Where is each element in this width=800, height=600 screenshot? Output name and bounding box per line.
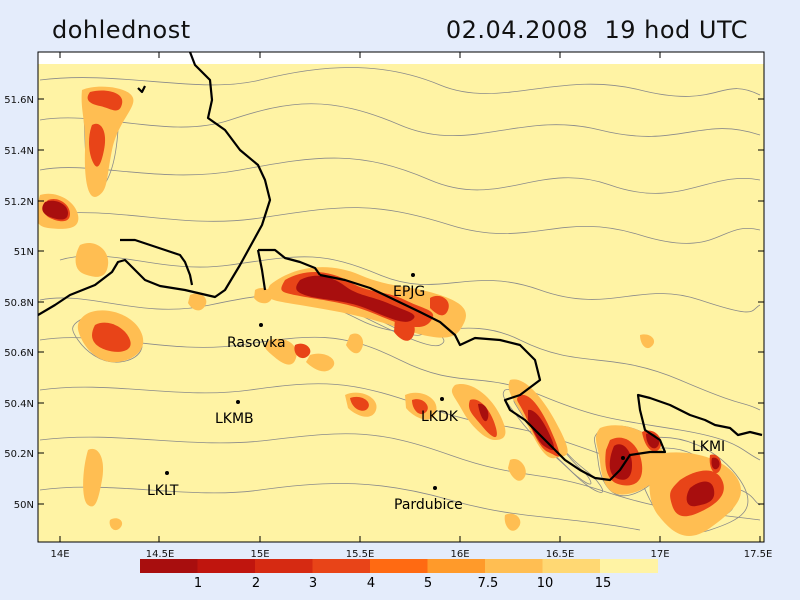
lon-label: 14E bbox=[50, 549, 69, 560]
country-borders bbox=[38, 52, 763, 482]
legend-label: 15 bbox=[595, 576, 612, 591]
legend-label: 5 bbox=[424, 576, 432, 591]
map-title: dohlednost bbox=[52, 16, 191, 44]
legend-swatch bbox=[485, 559, 543, 573]
latitude-axis bbox=[38, 98, 764, 505]
visibility-legend: 1 2 3 4 5 7.5 10 15 bbox=[140, 559, 658, 591]
legend-swatch bbox=[370, 559, 428, 573]
lat-label: 50.4N bbox=[4, 399, 34, 410]
place-markers: EPJG Rasovka LKMB LKDK LKMI LKLT Pardubi… bbox=[147, 273, 725, 513]
lat-label: 50.2N bbox=[4, 449, 34, 460]
place-label: LKMB bbox=[215, 411, 254, 427]
lat-label: 51N bbox=[14, 247, 34, 258]
legend-swatch bbox=[197, 559, 256, 573]
place-label: EPJG bbox=[393, 284, 425, 300]
place-label: LKLT bbox=[147, 483, 179, 499]
lat-label: 51.4N bbox=[4, 146, 34, 157]
visibility-zones-dark bbox=[42, 200, 720, 507]
legend-swatch bbox=[255, 559, 313, 573]
lon-label: 17.5E bbox=[744, 549, 773, 560]
place-dot bbox=[165, 471, 169, 475]
legend-swatch bbox=[600, 559, 658, 573]
lon-label: 15.5E bbox=[346, 549, 375, 560]
lat-label: 51.2N bbox=[4, 197, 34, 208]
place-label: Rasovka bbox=[227, 335, 286, 351]
place-dot bbox=[433, 486, 437, 490]
legend-label: 3 bbox=[309, 576, 317, 591]
place-dot bbox=[621, 456, 625, 460]
lon-label: 15E bbox=[250, 549, 269, 560]
lat-label: 51.6N bbox=[4, 95, 34, 106]
lon-label: 14.5E bbox=[146, 549, 175, 560]
longitude-axis bbox=[59, 52, 761, 542]
place-dot bbox=[440, 397, 444, 401]
lon-label: 16E bbox=[450, 549, 469, 560]
lat-label: 50.6N bbox=[4, 348, 34, 359]
place-label: LKDK bbox=[421, 409, 459, 425]
lat-label: 50N bbox=[14, 500, 34, 511]
legend-swatch bbox=[427, 559, 486, 573]
place-label: LKMI bbox=[692, 439, 725, 455]
place-dot bbox=[236, 400, 240, 404]
legend-swatch bbox=[312, 559, 371, 573]
lat-label: 50.8N bbox=[4, 298, 34, 309]
lon-label: 16.5E bbox=[546, 549, 575, 560]
lon-label: 17E bbox=[650, 549, 669, 560]
legend-label: 10 bbox=[537, 576, 554, 591]
place-label: Pardubice bbox=[394, 497, 463, 513]
legend-swatch bbox=[542, 559, 601, 573]
place-dot bbox=[411, 273, 415, 277]
legend-swatch bbox=[140, 559, 198, 573]
legend-label: 7.5 bbox=[478, 576, 499, 591]
map-datetime: 02.04.2008 19 hod UTC bbox=[445, 16, 748, 44]
place-dot bbox=[259, 323, 263, 327]
legend-label: 1 bbox=[194, 576, 202, 591]
map-frame bbox=[37, 51, 765, 543]
legend-label: 4 bbox=[367, 576, 375, 591]
legend-label: 2 bbox=[252, 576, 260, 591]
